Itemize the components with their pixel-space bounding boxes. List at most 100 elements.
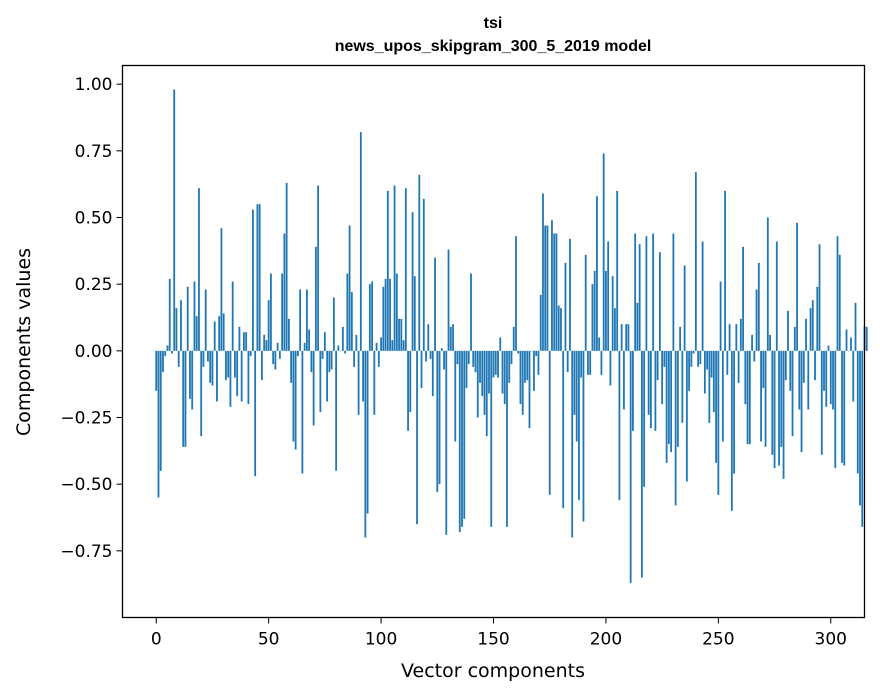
- bar: [449, 326, 452, 351]
- bar: [429, 350, 432, 359]
- bar: [528, 350, 531, 429]
- bar: [605, 270, 607, 351]
- y-tick-label: 0.00: [75, 342, 113, 362]
- bar: [544, 225, 547, 351]
- bar: [359, 132, 362, 351]
- bar: [155, 350, 158, 391]
- bar: [587, 350, 589, 375]
- bar: [641, 350, 643, 578]
- bar: [305, 289, 308, 351]
- bar: [551, 220, 553, 351]
- bar: [407, 350, 409, 431]
- bar: [766, 217, 769, 351]
- bar: [535, 350, 538, 357]
- bar: [775, 241, 778, 351]
- y-axis-label: Components values: [13, 248, 35, 436]
- bar: [256, 204, 259, 351]
- bar: [195, 316, 198, 351]
- bar: [679, 326, 682, 351]
- bar: [614, 308, 616, 351]
- bar: [380, 337, 382, 351]
- bar: [494, 350, 497, 375]
- bar: [829, 350, 832, 405]
- bar: [422, 198, 425, 351]
- bar: [431, 350, 434, 397]
- bar: [793, 326, 796, 351]
- bar: [715, 350, 717, 463]
- bar: [730, 350, 733, 511]
- bar: [710, 350, 713, 378]
- bar: [582, 350, 585, 522]
- bar: [548, 350, 551, 495]
- bar: [517, 350, 520, 354]
- bar: [674, 350, 677, 506]
- bar: [683, 265, 686, 351]
- bar: [537, 350, 540, 375]
- bar: [272, 350, 275, 365]
- bar: [481, 350, 484, 397]
- bar: [667, 350, 670, 445]
- bar: [506, 350, 508, 527]
- bar: [672, 233, 675, 351]
- bar: [159, 350, 162, 471]
- bar: [171, 350, 173, 354]
- bar: [515, 236, 517, 351]
- bar: [564, 262, 567, 351]
- bar: [319, 350, 322, 413]
- bar: [737, 350, 740, 383]
- bar: [721, 350, 724, 442]
- bar: [634, 233, 637, 351]
- bar: [762, 350, 765, 389]
- bar: [168, 278, 171, 351]
- bar: [542, 193, 544, 351]
- bar: [189, 350, 191, 399]
- bar: [231, 281, 234, 351]
- bar: [375, 342, 378, 351]
- bar: [647, 350, 650, 415]
- bar: [472, 350, 475, 367]
- bar: [368, 284, 371, 351]
- bar: [845, 329, 848, 351]
- bar: [665, 350, 668, 463]
- bar: [245, 332, 248, 351]
- bar: [865, 326, 868, 351]
- y-tick-label: 0.75: [75, 142, 113, 162]
- bar: [332, 297, 335, 351]
- y-tick-label: 0.25: [75, 275, 113, 295]
- bar: [802, 350, 805, 383]
- bar: [276, 342, 279, 351]
- bar: [470, 273, 472, 351]
- bar: [440, 348, 443, 351]
- bar: [283, 233, 286, 351]
- x-axis-label: Vector components: [401, 660, 585, 682]
- bar: [784, 350, 787, 381]
- bar: [512, 326, 515, 351]
- bar: [474, 350, 477, 373]
- bar: [755, 289, 758, 351]
- bar: [364, 350, 367, 538]
- bar: [748, 350, 751, 445]
- bar: [413, 276, 416, 351]
- bar: [207, 350, 209, 362]
- bar: [198, 188, 200, 351]
- bar: [820, 350, 823, 455]
- bar: [562, 350, 565, 509]
- bar: [787, 310, 789, 351]
- bar: [697, 350, 700, 367]
- y-tick-label: −0.25: [60, 409, 112, 429]
- y-tick-label: 1.00: [75, 75, 113, 95]
- bar: [371, 281, 373, 351]
- bar: [353, 350, 355, 367]
- bar: [645, 236, 648, 351]
- bar: [184, 350, 187, 447]
- bar: [488, 350, 490, 394]
- bar: [249, 350, 252, 357]
- bar: [706, 350, 709, 370]
- bar: [420, 350, 423, 389]
- bar: [398, 318, 400, 351]
- bar: [838, 254, 841, 351]
- bar: [708, 350, 711, 423]
- bar: [850, 337, 852, 351]
- bar: [182, 350, 185, 447]
- bar: [618, 350, 621, 501]
